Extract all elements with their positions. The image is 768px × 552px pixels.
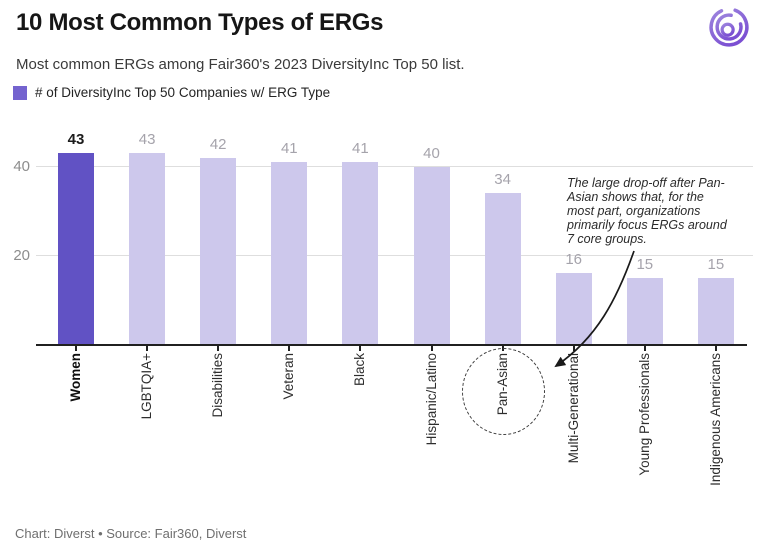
x-axis-tickmark-indigenous-americans	[714, 346, 717, 351]
bar-black[interactable]	[342, 162, 379, 345]
x-label-black: Black	[352, 353, 368, 387]
bar-multi-generational[interactable]	[555, 273, 592, 345]
x-axis-tickmark-multi-generational	[572, 346, 575, 351]
value-label-multi-generational: 16	[565, 251, 583, 269]
legend-label: # of DiversityInc Top 50 Companies w/ ER…	[35, 85, 331, 100]
value-label-lgbtqia-: 43	[138, 131, 156, 149]
x-axis-tickmark-women	[75, 346, 77, 351]
diverst-logo	[709, 8, 749, 47]
x-label-hispanic-latino: Hispanic/Latino	[423, 353, 439, 446]
annotation-line-2: Asian shows that, for the	[567, 190, 704, 204]
value-label-disabilities: 42	[209, 135, 227, 153]
y-axis-tick-40: 40	[13, 157, 30, 175]
value-label-black: 41	[352, 140, 369, 158]
x-label-lgbtqia-: LGBTQIA+	[139, 353, 155, 420]
bar-disabilities[interactable]	[200, 157, 237, 345]
value-label-hispanic-latino: 40	[423, 144, 440, 162]
x-label-multi-generational: Multi-Generational	[565, 353, 581, 464]
pan-asian-highlight-circle	[462, 348, 545, 435]
gridline-20	[36, 255, 753, 256]
value-label-pan-asian: 34	[494, 171, 511, 189]
x-label-indigenous-americans: Indigenous Americans	[707, 353, 723, 486]
x-axis-tickmark-veteran	[288, 346, 291, 351]
annotation-line-3: most part, organizations	[567, 204, 701, 218]
x-axis-tickmark-lgbtqia-	[146, 346, 149, 351]
annotation-line-4: primarily focus ERGs around	[567, 218, 727, 232]
x-axis-tickmark-black	[359, 346, 362, 351]
value-label-indigenous-americans: 15	[707, 255, 725, 273]
x-axis-line	[36, 343, 747, 346]
x-axis-tickmark-young-professionals	[643, 346, 646, 351]
bar-women[interactable]	[58, 153, 94, 345]
bar-indigenous-americans[interactable]	[697, 277, 734, 345]
legend-swatch-icon	[13, 85, 27, 100]
x-label-women: Women	[68, 353, 83, 402]
legend: # of DiversityInc Top 50 Companies w/ ER…	[13, 85, 330, 100]
value-label-women: 43	[67, 131, 85, 149]
chart-footer: Chart: Diverst • Source: Fair360, Divers…	[15, 526, 247, 541]
value-label-young-professionals: 15	[636, 255, 654, 273]
x-label-disabilities: Disabilities	[210, 353, 226, 418]
bar-pan-asian[interactable]	[484, 193, 521, 345]
x-axis-tickmark-hispanic-latino	[430, 346, 433, 351]
page-title: 10 Most Common Types of ERGs	[16, 9, 384, 36]
value-label-veteran: 41	[280, 140, 298, 158]
annotation-line-5: 7 core groups.	[567, 232, 647, 246]
annotation-line-1: The large drop-off after Pan-	[567, 176, 725, 190]
x-axis-tickmark-disabilities	[217, 346, 220, 351]
gridline-40	[36, 166, 753, 167]
chart-subtitle: Most common ERGs among Fair360's 2023 Di…	[16, 56, 465, 73]
bar-veteran[interactable]	[271, 162, 308, 345]
x-label-young-professionals: Young Professionals	[636, 353, 652, 476]
bar-hispanic-latino[interactable]	[413, 166, 450, 345]
annotation-text: The large drop-off after Pan- Asian shows…	[567, 176, 757, 246]
x-label-veteran: Veteran	[281, 353, 297, 400]
bar-young-professionals[interactable]	[626, 277, 663, 345]
y-axis-tick-20: 20	[13, 246, 30, 264]
bar-lgbtqia-[interactable]	[129, 153, 166, 345]
